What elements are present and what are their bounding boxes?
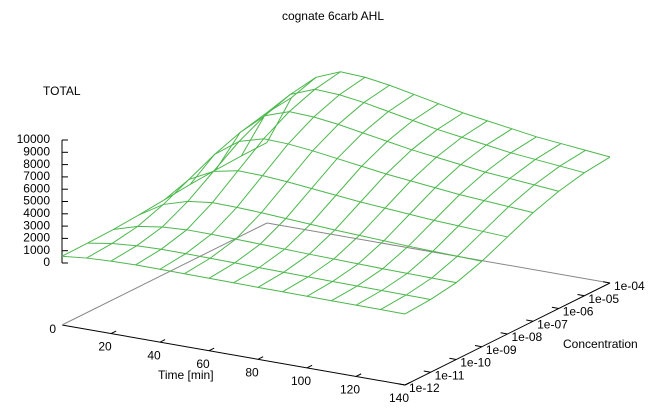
surface-column-line (282, 120, 488, 293)
y-tick (474, 345, 482, 348)
surface-column-line (110, 76, 317, 262)
y-tick (551, 306, 559, 309)
surface-column-line (233, 103, 439, 284)
surface-row-line (240, 88, 585, 174)
y-tick-label: 1e-04 (614, 279, 645, 293)
z-tick-label: 2000 (23, 231, 50, 245)
y-tick-label: 1e-06 (563, 305, 594, 319)
y-tick (526, 319, 534, 322)
x-tick (257, 356, 264, 360)
surface-column-line (331, 136, 537, 302)
y-tick-label: 1e-11 (435, 368, 465, 382)
surface-column-line (135, 71, 341, 266)
z-tick-label: 3000 (23, 218, 50, 232)
z-tick-label: 4000 (23, 206, 50, 220)
x-tick-label: 100 (291, 374, 311, 388)
z-tick-label: 5000 (23, 194, 50, 208)
z-axis-label: TOTAL (43, 84, 81, 98)
x-tick-label: 140 (389, 391, 409, 405)
surface-column-line (380, 149, 586, 310)
y-tick (500, 332, 508, 335)
z-tick-label: 6000 (23, 181, 50, 195)
z-tick-label: 1000 (23, 243, 50, 257)
x-tick-label: 60 (196, 357, 210, 371)
base-border (266, 222, 611, 284)
y-tick (423, 370, 431, 373)
z-tick-label: 0 (43, 255, 50, 269)
x-tick (208, 347, 215, 352)
base-border (61, 324, 406, 386)
base-border (61, 222, 268, 326)
z-tick-label: 7000 (23, 169, 50, 183)
surface-column-line (208, 94, 415, 279)
y-axis-label: Concentration (563, 337, 638, 351)
surface-column-line (306, 128, 513, 297)
y-tick-label: 1e-08 (512, 330, 543, 344)
surface-column-line (86, 97, 292, 259)
surface-column-line (184, 84, 390, 275)
x-tick-label: 20 (98, 340, 112, 354)
y-tick-label: 1e-07 (537, 317, 568, 331)
surface-column-line (159, 76, 366, 270)
z-tick-label: 8000 (23, 157, 50, 171)
y-tick (398, 383, 406, 386)
x-axis-label: Time [min] (158, 368, 214, 382)
surface-column-line (61, 142, 268, 257)
surface-column-line (404, 156, 611, 315)
y-tick (603, 281, 611, 284)
chart-title: cognate 6carb AHL (282, 9, 384, 23)
y-tick-label: 1e-05 (588, 292, 619, 306)
x-tick (159, 339, 166, 343)
surface-column-line (355, 143, 562, 306)
x-tick-label: 120 (340, 383, 360, 397)
x-tick-label: 80 (245, 365, 259, 379)
x-tick-label: 40 (147, 348, 161, 362)
y-tick (449, 357, 457, 360)
base-z-tick-label: 0 (49, 322, 56, 336)
y-tick-label: 1e-09 (486, 343, 517, 357)
y-tick-label: 1e-10 (460, 356, 491, 370)
y-tick (577, 294, 585, 297)
z-tick-label: 9000 (23, 144, 50, 158)
x-tick (355, 373, 362, 377)
x-tick (306, 364, 313, 369)
x-tick (110, 330, 117, 335)
y-tick-label: 1e-12 (409, 381, 440, 395)
x-tick (404, 382, 411, 386)
surface-row-line (138, 200, 482, 262)
z-tick-label: 10000 (17, 132, 51, 146)
surface-column-line (257, 112, 464, 288)
